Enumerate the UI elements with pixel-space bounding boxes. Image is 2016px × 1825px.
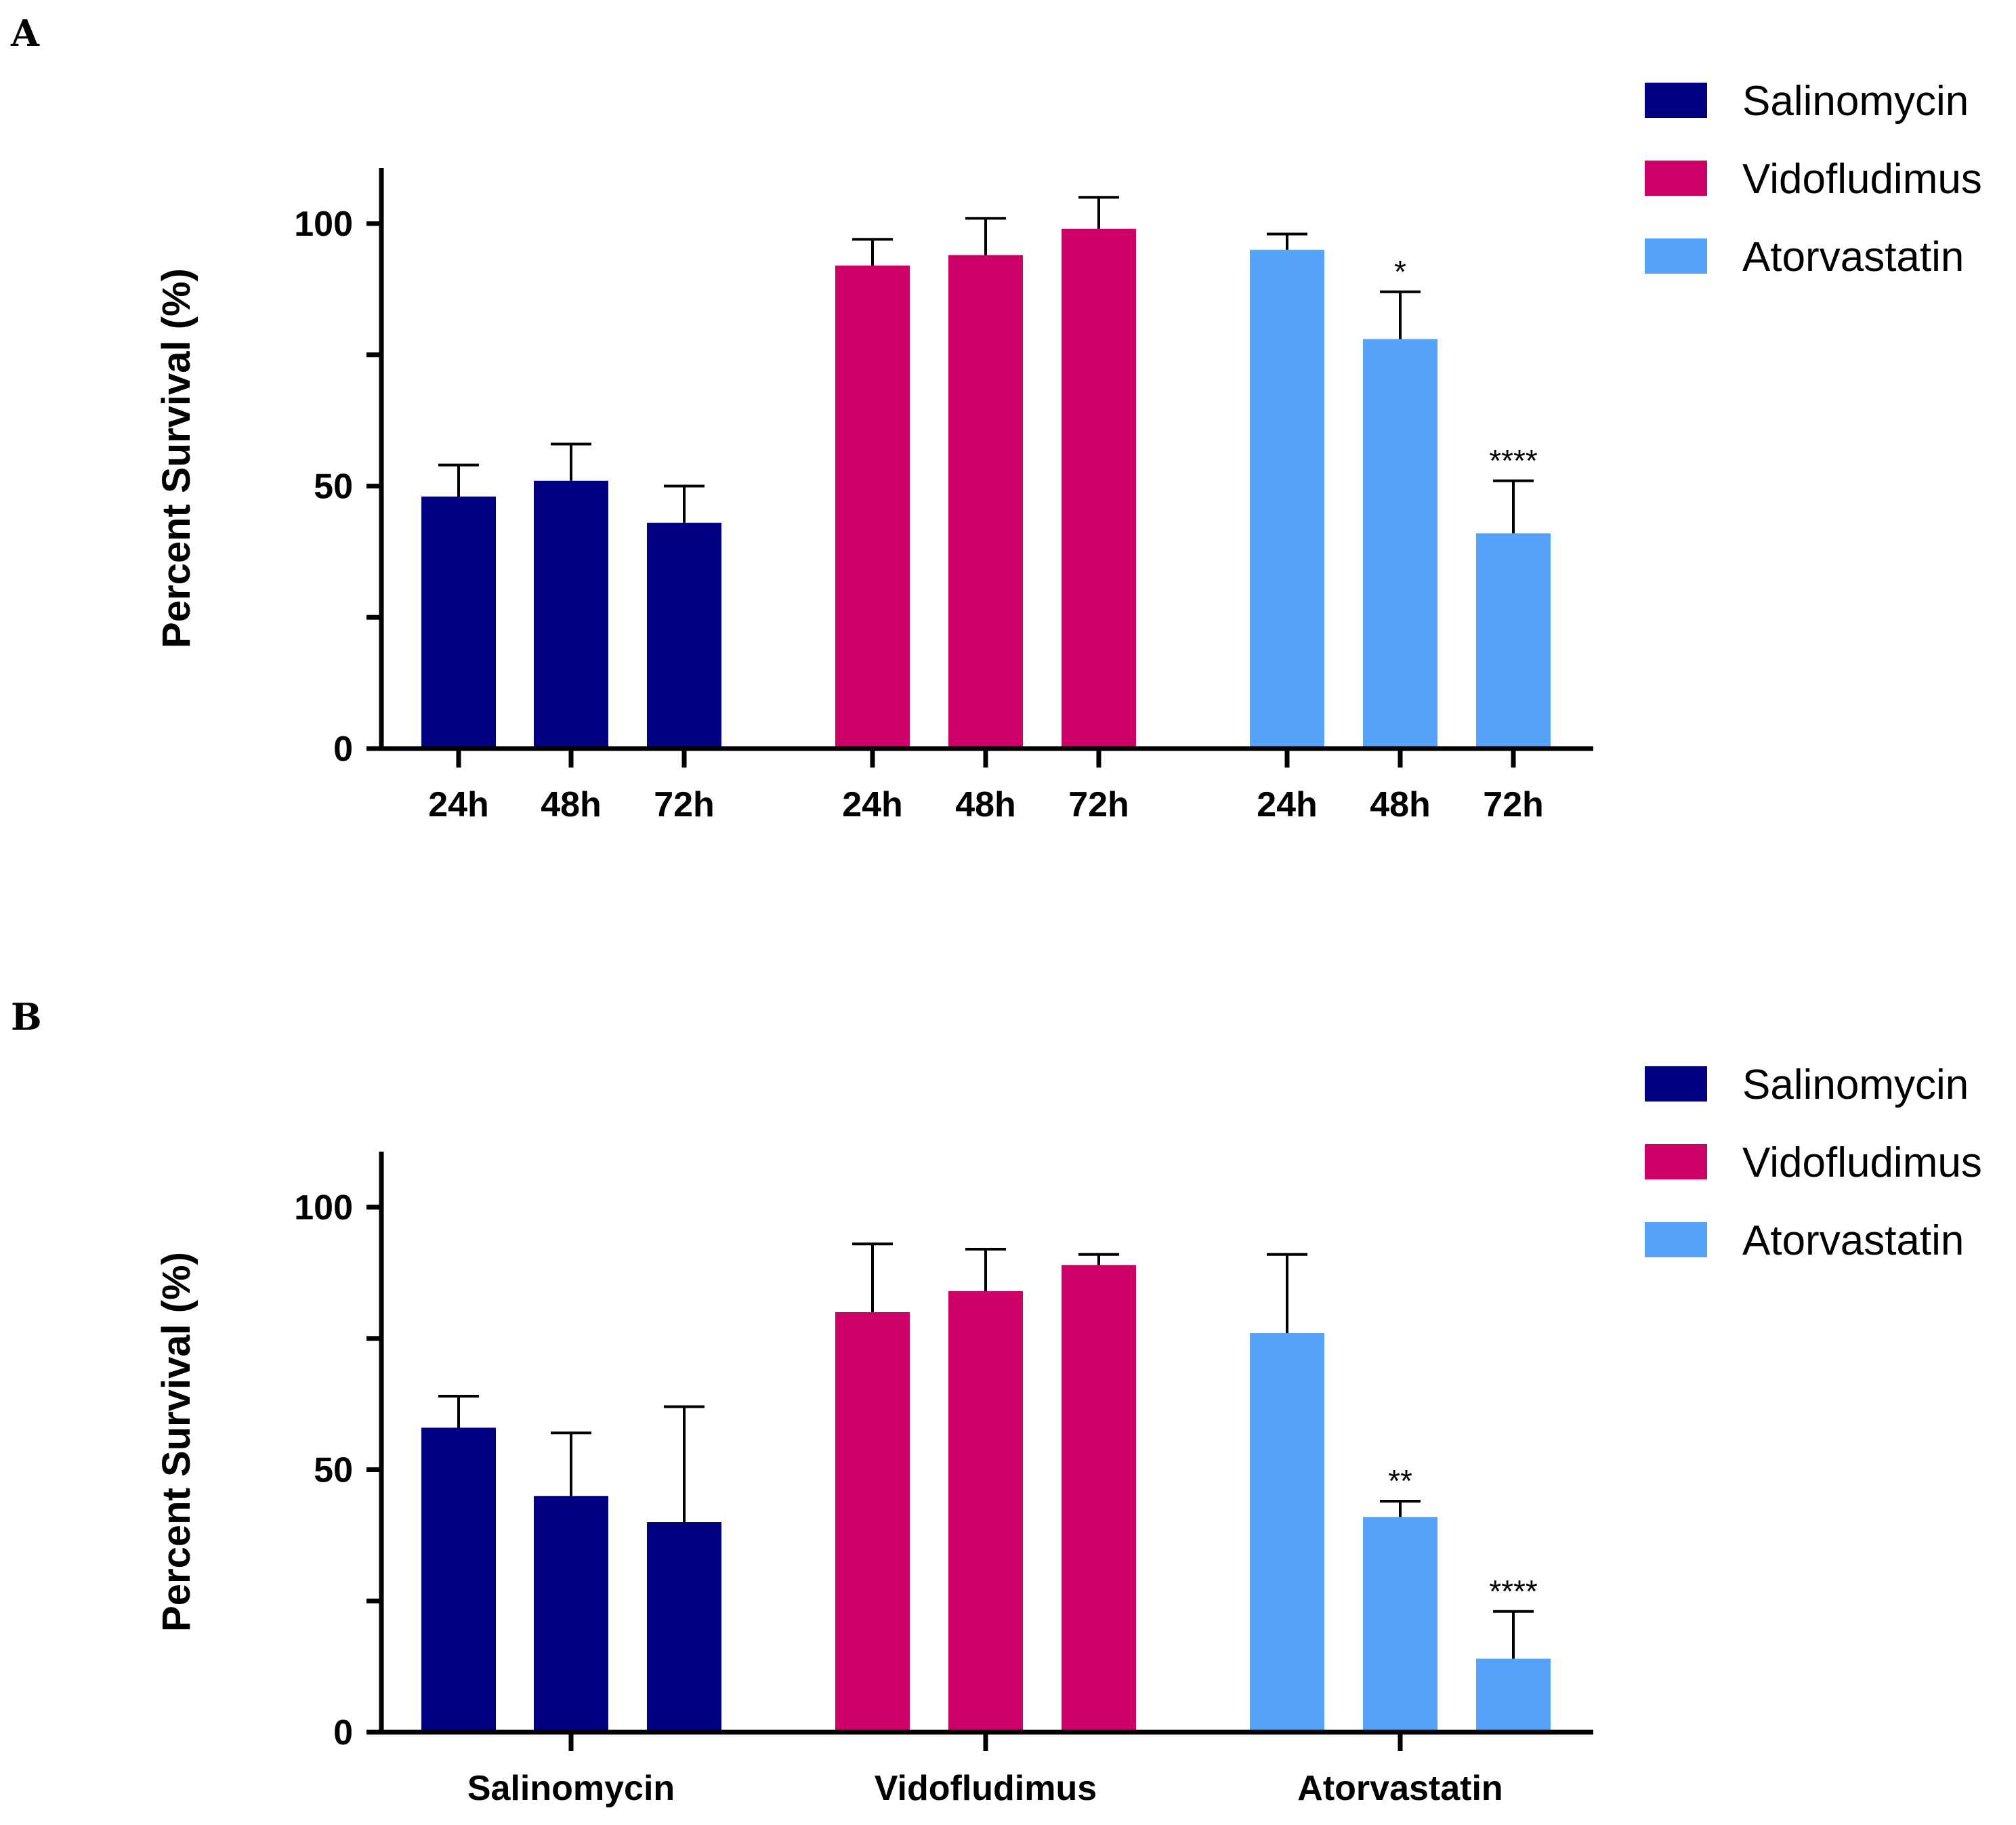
- y-tick-label: 100: [294, 205, 353, 244]
- x-tick-label: 48h: [541, 785, 602, 824]
- bar-atorvastatin-3: [1476, 1658, 1551, 1732]
- legend-label-salinomycin: Salinomycin: [1742, 1062, 1969, 1108]
- x-tick-label: 48h: [1370, 785, 1431, 824]
- bar-salinomycin-1: [421, 497, 496, 749]
- x-tick-label: 24h: [842, 785, 903, 824]
- bar-salinomycin-3: [647, 1522, 721, 1732]
- legend-swatch-salinomycin: [1645, 83, 1707, 118]
- x-tick-label: 72h: [1068, 785, 1129, 824]
- panel-letter-a: A: [10, 12, 40, 55]
- x-tick-label: 72h: [654, 785, 715, 824]
- y-tick-label: 50: [314, 1451, 353, 1490]
- y-axis-label: Percent Survival (%): [154, 268, 198, 648]
- bar-vidofludimus-1: [835, 1312, 910, 1732]
- significance-label: *: [1394, 254, 1406, 289]
- y-tick-label: 50: [314, 467, 353, 507]
- panel-letter-b: B: [11, 995, 42, 1039]
- bar-atorvastatin-1: [1250, 249, 1324, 749]
- legend-label-atorvastatin: Atorvastatin: [1742, 1217, 1964, 1264]
- legend-label-atorvastatin: Atorvastatin: [1742, 234, 1964, 280]
- bar-vidofludimus-3: [1062, 1265, 1136, 1732]
- legend-swatch-atorvastatin: [1645, 1222, 1707, 1257]
- significance-label: ****: [1489, 1574, 1538, 1609]
- significance-label: ****: [1489, 443, 1538, 478]
- bar-vidofludimus-1: [835, 266, 910, 749]
- legend-label-vidofludimus: Vidofludimus: [1742, 1139, 1982, 1186]
- bar-salinomycin-3: [647, 522, 721, 749]
- legend-swatch-atorvastatin: [1645, 238, 1707, 274]
- x-tick-label: 72h: [1483, 785, 1544, 824]
- x-tick-label: 24h: [1257, 785, 1318, 824]
- legend-swatch-salinomycin: [1645, 1066, 1707, 1102]
- legend: Salinomycin Vidofludimus Atorvastatin: [1645, 1062, 1982, 1264]
- legend-swatch-vidofludimus: [1645, 161, 1707, 196]
- y-tick-label: 0: [333, 1713, 353, 1753]
- bar-atorvastatin-2: [1363, 339, 1437, 749]
- bar-salinomycin-2: [534, 1496, 608, 1732]
- y-axis-label: Percent Survival (%): [154, 1252, 198, 1632]
- legend-label-salinomycin: Salinomycin: [1742, 78, 1969, 125]
- bar-vidofludimus-2: [948, 1291, 1023, 1732]
- y-tick-label: 100: [294, 1188, 353, 1228]
- legend-label-vidofludimus: Vidofludimus: [1742, 156, 1982, 203]
- bar-atorvastatin-1: [1250, 1333, 1324, 1732]
- bar-vidofludimus-3: [1062, 228, 1136, 749]
- bar-salinomycin-1: [421, 1427, 496, 1732]
- x-tick-label: 48h: [955, 785, 1016, 824]
- y-tick-label: 0: [333, 730, 353, 769]
- x-tick-label: Vidofludimus: [875, 1769, 1097, 1808]
- bar-atorvastatin-3: [1476, 533, 1551, 749]
- bar-atorvastatin-2: [1363, 1517, 1437, 1732]
- x-tick-label: Atorvastatin: [1297, 1769, 1503, 1808]
- legend-swatch-vidofludimus: [1645, 1144, 1707, 1179]
- x-tick-label: 24h: [428, 785, 489, 824]
- x-tick-label: Salinomycin: [467, 1769, 675, 1808]
- significance-label: **: [1388, 1463, 1412, 1498]
- bar-salinomycin-2: [534, 480, 608, 749]
- legend: Salinomycin Vidofludimus Atorvastatin: [1645, 78, 1982, 280]
- bar-vidofludimus-2: [948, 255, 1023, 749]
